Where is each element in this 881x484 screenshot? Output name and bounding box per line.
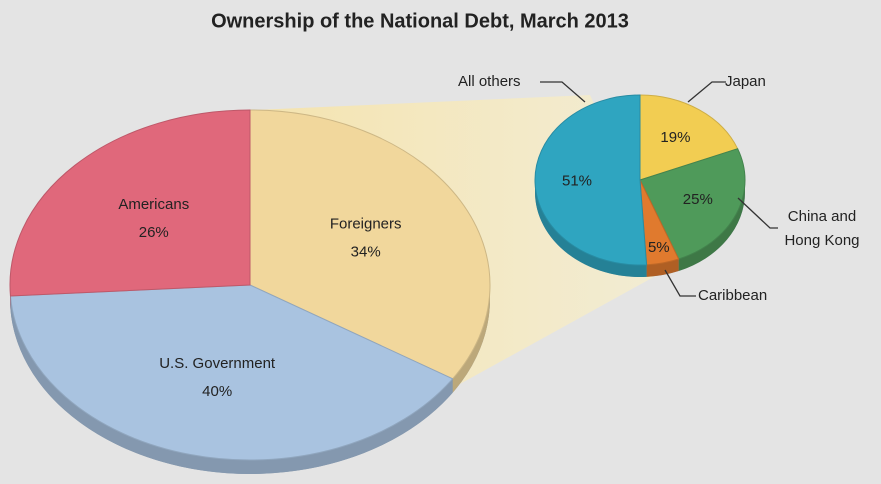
- chart-title: Ownership of the National Debt, March 20…: [211, 10, 629, 32]
- pie-slice: [639, 148, 746, 260]
- slice-label: U.S. Government: [159, 355, 276, 372]
- pie-slice: [249, 109, 491, 380]
- slice-label: Japan: [725, 73, 766, 90]
- pie-slice: [639, 94, 739, 181]
- value-label: 26%: [139, 224, 169, 241]
- pie-rim: [646, 259, 679, 277]
- value-label: 51%: [562, 173, 592, 190]
- value-label: 40%: [202, 383, 232, 400]
- slice-label: China and Hong Kong: [784, 208, 860, 249]
- pie-slice: [9, 284, 454, 461]
- value-label: 34%: [351, 244, 381, 261]
- value-label: 19%: [660, 129, 690, 146]
- pie-rim: [452, 285, 490, 393]
- slice-label: Caribbean: [698, 287, 768, 304]
- slice-label: All others: [458, 73, 521, 90]
- pie-rim: [678, 180, 746, 272]
- pie-rim: [535, 180, 647, 277]
- leader-line: [687, 81, 726, 103]
- main-pie: Foreigners 34% U.S. Government 40% Americans…: [9, 109, 491, 474]
- slice-label: Foreigners: [330, 216, 402, 233]
- pie-slice: [9, 109, 251, 297]
- leader-line: [664, 269, 696, 297]
- leader-line: [540, 81, 586, 103]
- sub-pie: 19% 25% 5% 51%: [534, 94, 746, 277]
- value-label: 25%: [683, 191, 713, 208]
- leader-line: [737, 197, 778, 229]
- pie-slice: [534, 94, 648, 266]
- slice-label: Americans: [118, 196, 189, 213]
- value-label: 5%: [648, 239, 670, 256]
